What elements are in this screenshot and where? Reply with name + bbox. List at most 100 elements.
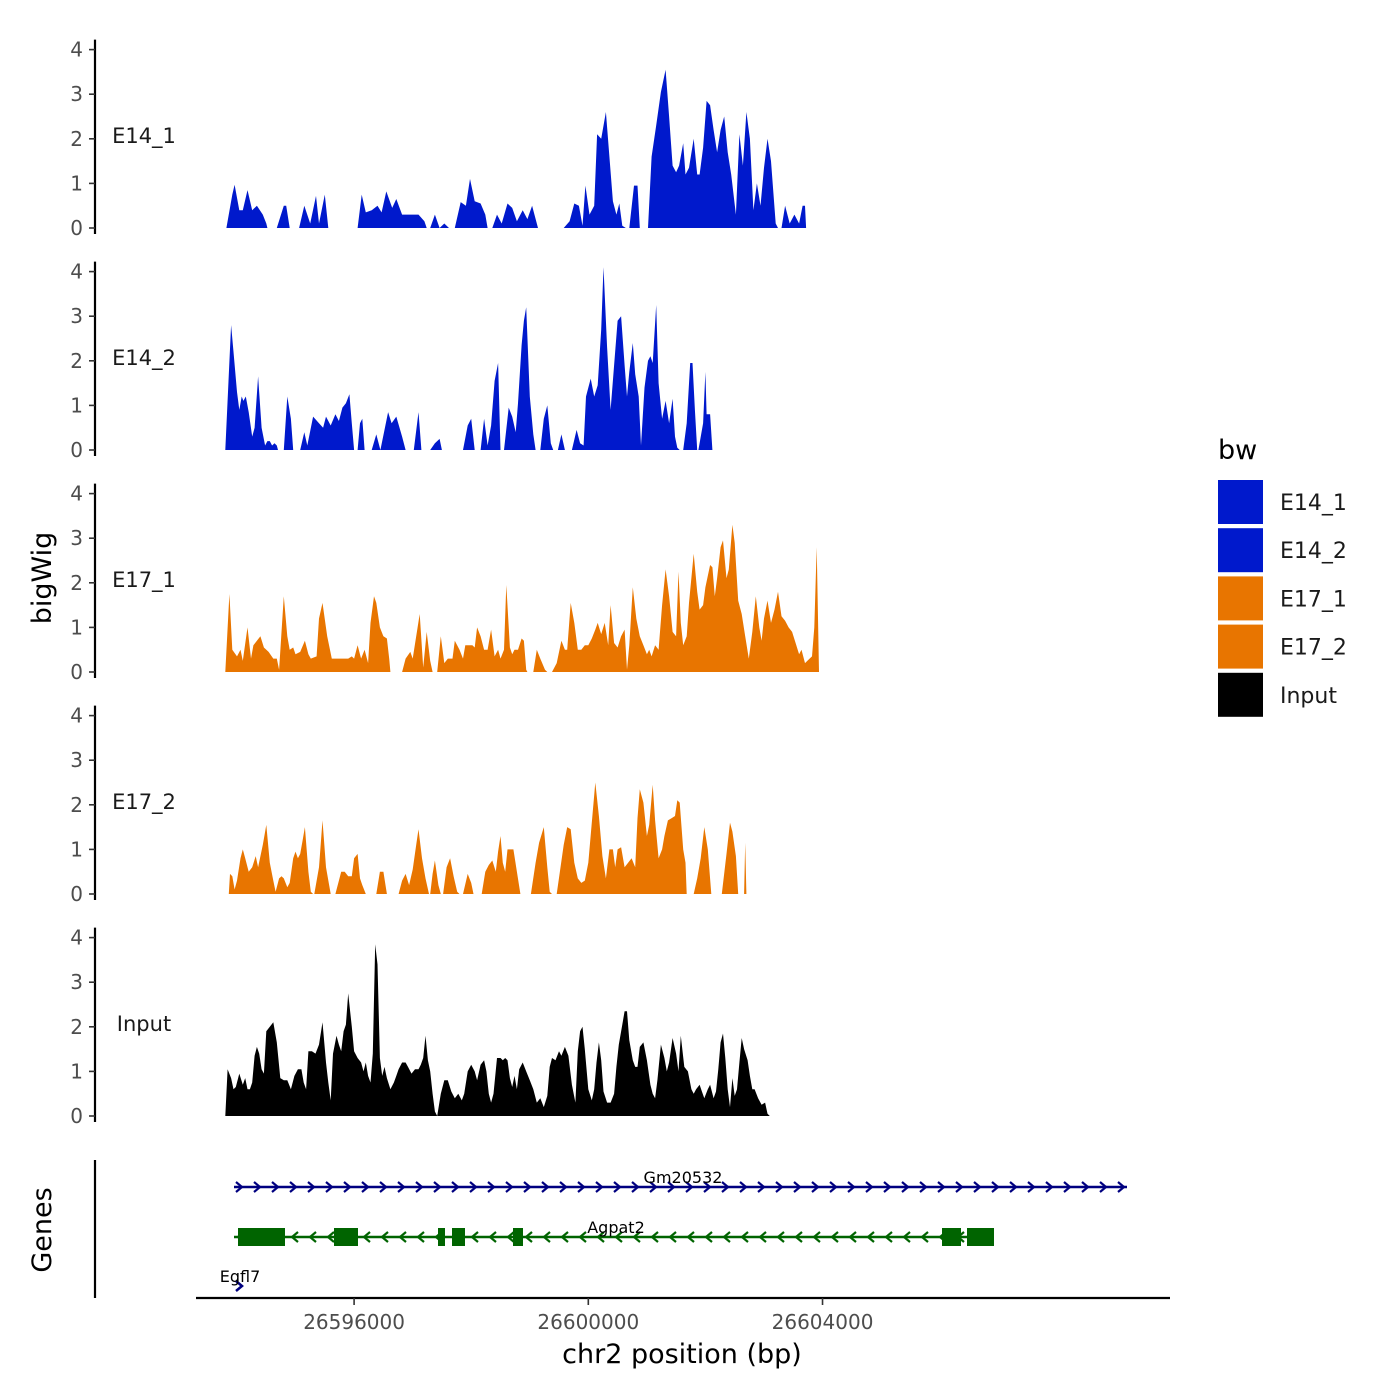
strand-chevron (721, 1181, 730, 1193)
strand-chevron (703, 1181, 712, 1193)
y-tick-label: 1 (70, 171, 83, 195)
strand-chevron (343, 1181, 352, 1193)
strand-chevron (847, 1181, 856, 1193)
gene-label: Agpat2 (587, 1218, 645, 1237)
strand-chevron (595, 1181, 604, 1193)
strand-chevron (469, 1181, 478, 1193)
strand-chevron (397, 1181, 406, 1193)
strand-chevron (884, 1231, 893, 1243)
strand-chevron (289, 1181, 298, 1193)
x-tick-label: 26604000 (772, 1310, 874, 1334)
exon (238, 1228, 285, 1246)
track-label: E14_1 (112, 124, 176, 149)
gene-egfl7: Egfl7 (220, 1267, 260, 1292)
legend-item-e14-2: E14_2 (1218, 528, 1347, 573)
track-e14-1: 0 1 2 3 4 E14_1 (70, 38, 807, 240)
y-tick-label: 4 (70, 926, 83, 950)
strand-chevron (1063, 1181, 1072, 1193)
strand-chevron (739, 1181, 748, 1193)
strand-chevron (505, 1181, 514, 1193)
strand-chevron (433, 1181, 442, 1193)
strand-chevron (937, 1181, 946, 1193)
strand-chevron (1045, 1181, 1054, 1193)
coverage-area (225, 267, 721, 450)
legend-swatch (1218, 576, 1263, 621)
exon (967, 1228, 994, 1246)
strand-chevron (955, 1181, 964, 1193)
y-tick-label: 1 (70, 1059, 83, 1083)
y-axis-title: bigWig (27, 532, 58, 625)
y-tick-label: 3 (70, 970, 83, 994)
strand-chevron (470, 1231, 479, 1243)
strand-chevron (559, 1181, 568, 1193)
y-tick-label: 2 (70, 793, 83, 817)
strand-chevron (614, 1231, 623, 1243)
strand-chevron (523, 1181, 532, 1193)
strand-chevron (848, 1231, 857, 1243)
strand-chevron (415, 1181, 424, 1193)
y-tick-label: 4 (70, 38, 83, 62)
strand-chevron (704, 1231, 713, 1243)
legend-label: E14_2 (1280, 539, 1347, 564)
strand-chevron (541, 1181, 550, 1193)
strand-chevron (776, 1231, 785, 1243)
strand-chevron (235, 1280, 244, 1292)
y-tick-label: 3 (70, 82, 83, 106)
track-input: 0 1 2 3 4 Input (70, 926, 770, 1128)
strand-chevron (416, 1231, 425, 1243)
y-tick-label: 4 (70, 704, 83, 728)
strand-chevron (451, 1181, 460, 1193)
y-tick-label: 0 (70, 1104, 83, 1128)
track-label: Input (117, 1012, 171, 1036)
strand-chevron (650, 1231, 659, 1243)
track-e17-1: 0 1 2 3 4 E17_1 (70, 482, 820, 684)
x-tick-label: 26600000 (537, 1310, 639, 1334)
strand-chevron (829, 1181, 838, 1193)
genes-axis-title: Genes (27, 1187, 58, 1272)
y-tick-label: 3 (70, 748, 83, 772)
strand-chevron (308, 1231, 317, 1243)
strand-chevron (253, 1181, 262, 1193)
y-tick-label: 1 (70, 615, 83, 639)
legend-label: E17_2 (1280, 636, 1347, 661)
strand-chevron (901, 1181, 910, 1193)
legend-swatch (1218, 480, 1263, 524)
gene-label: Gm20532 (644, 1168, 723, 1187)
strand-chevron (506, 1231, 515, 1243)
gene-annotation-track: Gm20532 Agpat2 Egfl7 (93, 1160, 1127, 1298)
strand-chevron (1117, 1181, 1126, 1193)
y-tick-label: 1 (70, 393, 83, 417)
exon (452, 1228, 465, 1246)
legend-item-e17-2: E17_2 (1218, 624, 1347, 669)
strand-chevron (686, 1231, 695, 1243)
strand-chevron (794, 1231, 803, 1243)
strand-chevron (488, 1231, 497, 1243)
strand-chevron (524, 1231, 533, 1243)
strand-chevron (722, 1231, 731, 1243)
strand-chevron (920, 1231, 929, 1243)
strand-chevron (235, 1181, 244, 1193)
strand-chevron (902, 1231, 911, 1243)
legend-item-input: Input (1218, 672, 1337, 717)
strand-chevron (667, 1181, 676, 1193)
strand-chevron (290, 1231, 299, 1243)
strand-chevron (811, 1181, 820, 1193)
strand-chevron (793, 1181, 802, 1193)
track-e14-2: 0 1 2 3 4 E14_2 (70, 260, 721, 462)
strand-chevron (866, 1231, 875, 1243)
y-tick-label: 3 (70, 304, 83, 328)
x-tick-label: 26596000 (303, 1310, 405, 1334)
strand-chevron (631, 1181, 640, 1193)
legend-swatch (1218, 624, 1263, 669)
exon (438, 1228, 445, 1246)
coverage-tracks: 0 1 2 3 4 E14_1 0 1 2 3 4 E14_2 0 1 2 3 4 E17_1 0 1 2 3 4 E17_2… (70, 38, 820, 1128)
strand-chevron (577, 1181, 586, 1193)
y-tick-label: 4 (70, 482, 83, 506)
strand-chevron (632, 1231, 641, 1243)
coverage-area (228, 782, 747, 894)
strand-chevron (1027, 1181, 1036, 1193)
strand-chevron (578, 1231, 587, 1243)
strand-chevron (380, 1231, 389, 1243)
strand-chevron (668, 1231, 677, 1243)
strand-chevron (973, 1181, 982, 1193)
